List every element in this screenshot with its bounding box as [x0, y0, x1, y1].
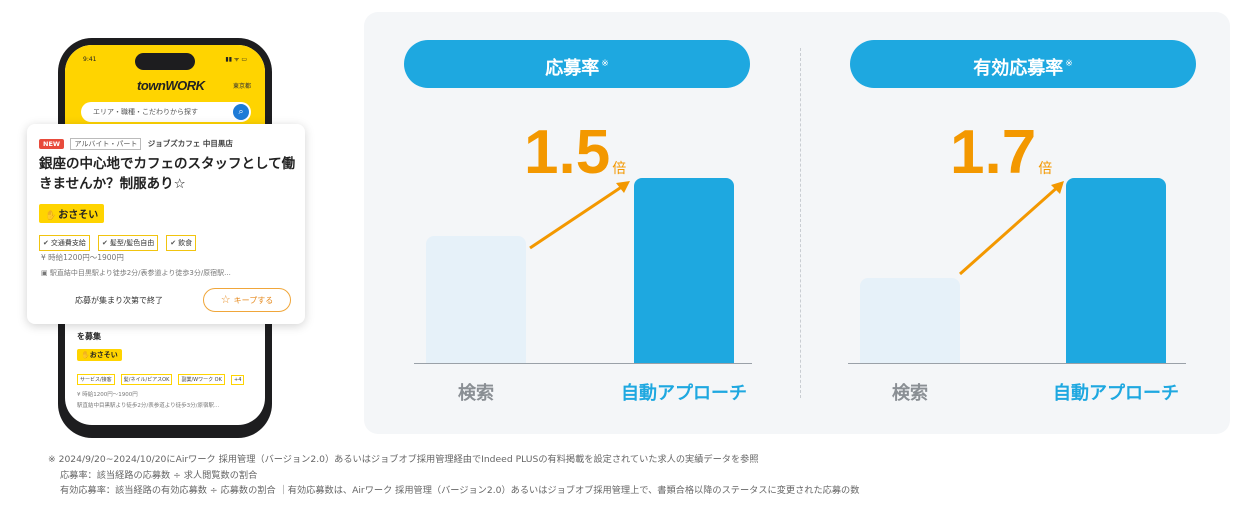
lower-tag: サービス/接客 [77, 374, 115, 385]
job-tag-list: ✔ 交通費支給 ✔ 髪型/髪色自由 ✔ 飲食 [39, 230, 199, 251]
growth-arrow-icon [959, 181, 1064, 276]
new-badge: NEW [39, 139, 65, 149]
ratio-value: 1.5 倍 [524, 118, 627, 187]
keep-label: キープする [233, 296, 274, 305]
status-icons: ▮▮ ᯤ ▭ [225, 56, 247, 63]
lower-tag: 髪/ネイル/ピアスOK [120, 374, 173, 385]
job-tag: ✔ 交通費支給 [39, 235, 90, 251]
check-icon: ✔ [170, 239, 177, 247]
lower-access: 駅直結中目黒駅より徒歩2分/表参道より徒歩3分/原宿駅... [77, 403, 220, 409]
stat-header-pill: 応募率 ※ [404, 40, 750, 88]
footnote-application-rate: 応募率：該当経路の応募数 ÷ 求人閲覧数の割合 [60, 469, 258, 481]
stat-header-pill: 有効応募率 ※ [850, 40, 1196, 88]
bar-label-search: 検索 [892, 383, 928, 404]
location-label[interactable]: 東京都 [232, 83, 251, 90]
footnotes: ※ 2024/9/20~2024/10/20にAirワーク 採用管理（バージョン… [48, 452, 859, 499]
access-text: ▣ 駅直結中目黒駅より徒歩2分/表参道より徒歩3分/原宿駅... [41, 269, 231, 277]
search-input[interactable]: エリア・職種・こだわりから探す ⌕ [81, 102, 251, 122]
stats-panel: 応募率 ※ 1.5 倍 検索 自動アプローチ 有効応募率 ※ 1.7 倍 検索 自動アプ… [364, 12, 1230, 434]
footnote-valid-rate: 有効応募率：該当経路の有効応募数 ÷ 応募数の割合 ｜有効応募数は、Airワーク… [60, 485, 860, 496]
search-icon[interactable]: ⌕ [233, 104, 249, 120]
check-icon: ✔ [43, 239, 49, 247]
bar-auto-approach [1066, 178, 1166, 364]
shop-name: ジョブズカフェ 中目黒店 [147, 139, 233, 148]
lower-tag: +4 [231, 375, 245, 385]
job-card[interactable]: NEW アルバイト・パート ジョブズカフェ 中目黒店 銀座の中心地でカフェのスタ… [27, 124, 305, 324]
job-tag: ✔ 髪型/髪色自由 [97, 235, 159, 251]
train-icon: ▣ [41, 269, 50, 277]
bar-label-auto-approach: 自動アプローチ [621, 383, 747, 404]
check-icon: ✔ [101, 239, 108, 247]
lower-osasoi-badge: ✋おさそい [77, 349, 122, 361]
stat-column-application-rate: 応募率 ※ 1.5 倍 検索 自動アプローチ [364, 12, 764, 434]
keep-button[interactable]: ☆ キープする [203, 288, 291, 312]
job-tag: ✔ 飲食 [166, 235, 197, 251]
townwork-logo: townWORK [137, 78, 205, 93]
search-placeholder: エリア・職種・こだわりから探す [93, 108, 198, 116]
ratio-value: 1.7 倍 [950, 118, 1053, 187]
panel-divider [800, 48, 801, 398]
deadline-text: 応募が集まり次第で終了 [75, 296, 163, 305]
lower-tag: 副業/Wワーク OK [178, 374, 225, 385]
osasoi-label: おさそい [58, 210, 99, 221]
job-card-header: NEW アルバイト・パート ジョブズカフェ 中目黒店 [39, 138, 233, 150]
job-title[interactable]: 銀座の中心地でカフェのスタッフとして働きませんか？制服あり☆ [39, 156, 296, 192]
hand-icon: ✋ [45, 211, 57, 221]
lower-wage: ¥ 時給1200円〜1900円 [77, 392, 138, 398]
phone-lower-listing: を募集 ✋おさそい サービス/接客 髪/ネイル/ピアスOK 副業/Wワーク OK… [77, 331, 257, 409]
bar-search [860, 278, 960, 364]
growth-arrow-icon [529, 181, 630, 250]
star-icon: ☆ [220, 293, 231, 306]
bar-auto-approach [634, 178, 734, 364]
bar-label-search: 検索 [458, 383, 494, 404]
phone-notch [135, 53, 195, 70]
bar-search [426, 236, 526, 364]
bar-label-auto-approach: 自動アプローチ [1053, 383, 1179, 404]
lower-tag-list: サービス/接客 髪/ネイル/ピアスOK 副業/Wワーク OK +4 [77, 366, 257, 387]
osasoi-badge: ✋ おさそい [39, 204, 105, 223]
wage-text: ¥ 時給1200円〜1900円 [41, 253, 124, 262]
footnote-source: ※ 2024/9/20~2024/10/20にAirワーク 採用管理（バージョン… [48, 454, 759, 465]
category-tag: アルバイト・パート [70, 138, 142, 150]
stat-column-valid-application-rate: 有効応募率 ※ 1.7 倍 検索 自動アプローチ [800, 12, 1200, 434]
app-header: 9:41 ▮▮ ᯤ ▭ townWORK 東京都 エリア・職種・こだわりから探す… [65, 45, 265, 127]
baseline [414, 362, 752, 364]
baseline [848, 362, 1186, 364]
lower-listing-title: を募集 [77, 332, 101, 341]
status-time: 9:41 [83, 56, 97, 63]
